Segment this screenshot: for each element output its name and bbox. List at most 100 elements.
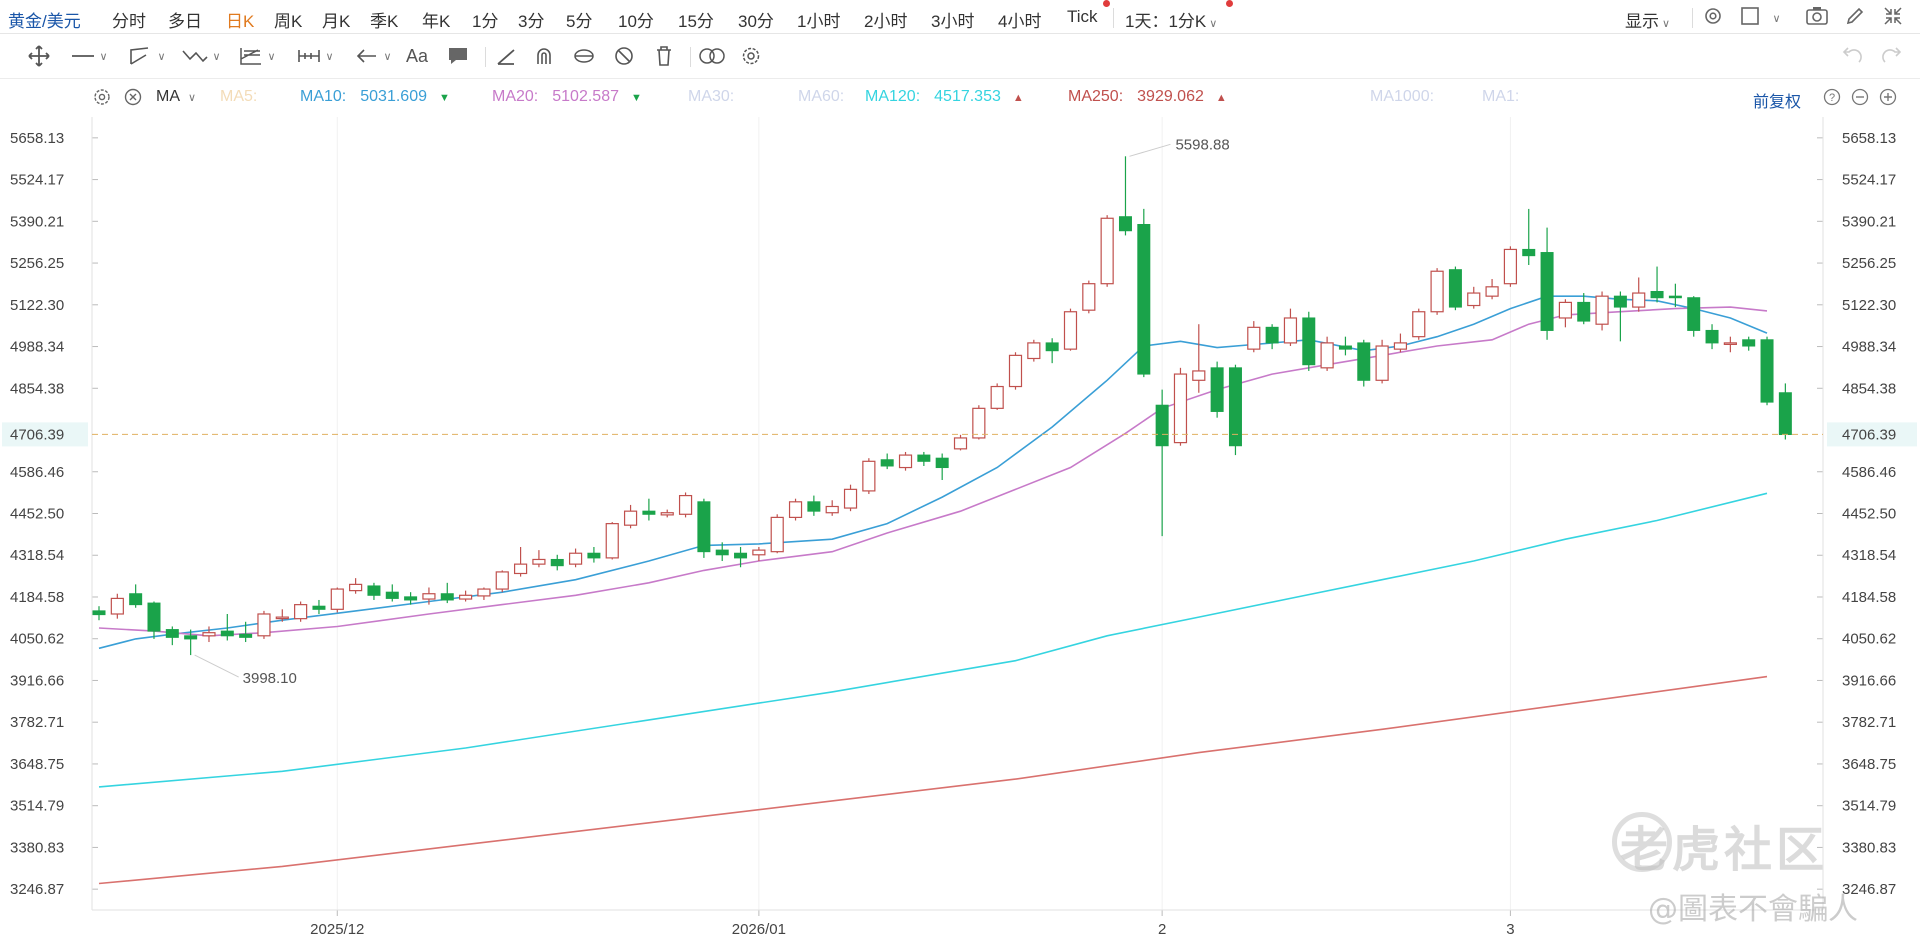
- candle-body: [147, 602, 161, 632]
- candle: [752, 546, 766, 562]
- candle-body: [788, 501, 803, 518]
- ma-label: MA20:: [492, 88, 539, 105]
- ma-legend-item[interactable]: MA1:: [1482, 88, 1519, 106]
- magnet-icon[interactable]: [530, 43, 558, 69]
- period-tab[interactable]: 2小时: [864, 12, 908, 31]
- ma-legend-item[interactable]: MA5:: [220, 88, 257, 106]
- ma-line-ma10: [98, 295, 1768, 650]
- indicator-select[interactable]: MA ∨: [156, 88, 197, 105]
- candle-body: [1045, 342, 1059, 352]
- candle-body: [807, 501, 821, 512]
- redo-icon[interactable]: [1878, 43, 1906, 69]
- period-tab[interactable]: 30分: [738, 12, 774, 31]
- wave-tool-icon[interactable]: ∨: [178, 43, 224, 69]
- ma-legend-item[interactable]: MA1000:: [1370, 88, 1434, 106]
- settings-icon[interactable]: [1700, 3, 1726, 29]
- ma-legend-item[interactable]: MA120: 4517.353 ▲: [865, 88, 1024, 106]
- adjust-button[interactable]: 前复权: [1753, 94, 1802, 111]
- plus-icon[interactable]: [1876, 84, 1900, 110]
- range-select[interactable]: 1天：1分K ∨: [1125, 12, 1218, 31]
- period-tab[interactable]: 年K: [422, 12, 451, 31]
- ma-value: 5031.609: [360, 88, 427, 105]
- channel-tool-icon[interactable]: ∨: [124, 43, 170, 69]
- close-icon[interactable]: [121, 84, 145, 110]
- candle: [1467, 286, 1481, 309]
- candle-body: [880, 459, 894, 467]
- candle: [587, 546, 601, 563]
- candle: [678, 492, 693, 518]
- candle-body: [678, 494, 693, 515]
- chevron-down-icon[interactable]: ∨: [1772, 12, 1781, 25]
- ma-label: MA30:: [688, 88, 735, 105]
- candle-body: [459, 594, 473, 600]
- undo-icon[interactable]: [1838, 43, 1866, 69]
- candle: [1760, 336, 1774, 406]
- pen-icon[interactable]: [1842, 3, 1868, 29]
- ma-legend-item[interactable]: MA20: 5102.587 ▼: [492, 88, 642, 106]
- layout-checkbox-icon[interactable]: [1737, 3, 1763, 29]
- gear-icon[interactable]: [737, 43, 765, 69]
- period-tab[interactable]: 3小时: [931, 12, 975, 31]
- hide-icon[interactable]: [610, 43, 638, 69]
- y-tick-label-left: 5256.25: [10, 255, 64, 272]
- candle: [972, 405, 986, 440]
- ma-label: MA1:: [1482, 88, 1520, 105]
- pencil-icon[interactable]: [492, 43, 520, 69]
- lock-icon[interactable]: [570, 43, 598, 69]
- candle: [1137, 208, 1151, 378]
- period-tab[interactable]: 分时: [112, 12, 146, 31]
- candle-body: [770, 516, 784, 553]
- period-tab[interactable]: 3分: [518, 12, 545, 31]
- period-tab[interactable]: 1小时: [797, 12, 841, 31]
- display-dropdown[interactable]: 显示 ∨: [1625, 12, 1671, 31]
- candle-body: [275, 616, 289, 620]
- candle-body: [1467, 292, 1481, 307]
- measure-tool-icon[interactable]: ∨: [292, 43, 338, 69]
- candle: [202, 626, 216, 643]
- camera-icon[interactable]: [1804, 3, 1830, 29]
- collapse-icon[interactable]: [1880, 3, 1906, 29]
- symbol-label[interactable]: 黄金/美元: [8, 12, 81, 31]
- notify-dot: [1226, 0, 1233, 7]
- line-tool-icon[interactable]: ∨: [72, 50, 108, 63]
- period-tab[interactable]: 多日: [168, 12, 202, 31]
- ma-legend-item[interactable]: MA60:: [798, 88, 844, 106]
- period-tab[interactable]: Tick: [1067, 7, 1098, 26]
- candle-body: [1137, 223, 1151, 375]
- candle: [697, 498, 711, 558]
- candle-body: [257, 613, 271, 637]
- candle-body: [935, 457, 949, 469]
- candle-body: [385, 591, 399, 599]
- candle: [422, 587, 436, 605]
- period-tab[interactable]: 1分: [472, 12, 499, 31]
- ma-legend-item[interactable]: MA10: 5031.609 ▼: [300, 88, 450, 106]
- period-tab[interactable]: 5分: [566, 12, 593, 31]
- period-tab[interactable]: 日K: [226, 12, 255, 31]
- period-tab[interactable]: 季K: [370, 12, 399, 31]
- period-tab[interactable]: 月K: [322, 12, 351, 31]
- arrow-tool-icon[interactable]: ∨: [350, 43, 396, 69]
- move-icon[interactable]: [25, 43, 53, 69]
- candle: [1210, 361, 1224, 418]
- period-tab[interactable]: 15分: [678, 12, 714, 31]
- candle: [953, 434, 968, 451]
- candle-body: [477, 588, 491, 597]
- period-bar: 黄金/美元 分时 多日 日K 周K 月K 季K 年K 1分 3分 5分 10分 15分 30分 1小时 2小…: [0, 0, 1920, 34]
- comment-tool-icon[interactable]: [444, 43, 472, 69]
- help-icon[interactable]: ?: [1820, 84, 1844, 110]
- minus-icon[interactable]: [1848, 84, 1872, 110]
- ma-legend-item[interactable]: MA30:: [688, 88, 734, 106]
- period-tab[interactable]: 10分: [618, 12, 654, 31]
- compare-icon[interactable]: [697, 43, 727, 69]
- y-tick-label-left: 5390.21: [10, 213, 64, 230]
- fib-tool-icon[interactable]: ∨: [234, 43, 280, 69]
- gear-icon[interactable]: [90, 84, 114, 110]
- trash-icon[interactable]: [650, 43, 678, 69]
- period-tab[interactable]: 4小时: [998, 12, 1042, 31]
- candle: [1632, 277, 1646, 312]
- ma-legend-item[interactable]: MA250: 3929.062 ▲: [1068, 88, 1227, 106]
- candle-body: [550, 558, 564, 567]
- text-tool-icon[interactable]: Aa: [405, 45, 429, 66]
- candlestick-chart[interactable]: 5658.13 5658.13 5524.17 5524.17 5390.21 5390.…: [0, 117, 1920, 948]
- period-tab[interactable]: 周K: [274, 12, 303, 31]
